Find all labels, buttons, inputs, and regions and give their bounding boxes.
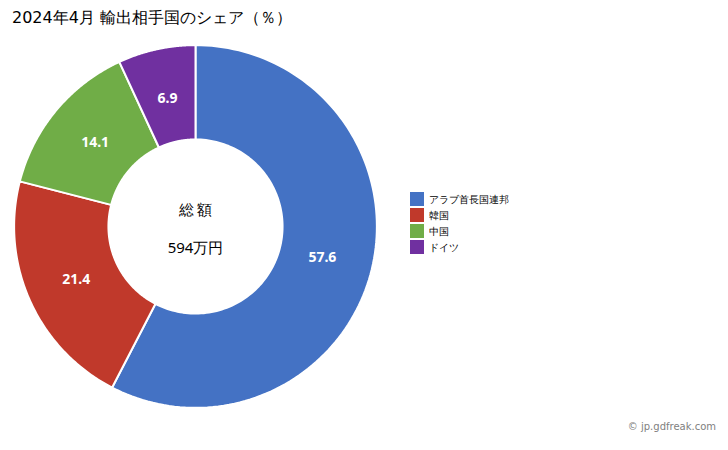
html-text:© jp.gdfreak.com: © jp.gdfreak.com xyxy=(627,421,716,432)
svg-text:14.1: 14.1 xyxy=(81,132,109,151)
svg-text:57.6: 57.6 xyxy=(308,247,336,266)
html-text:アラブ首長国連邦: アラブ首長国連邦 xyxy=(429,191,509,206)
svg-text:594万円: 594万円 xyxy=(168,237,224,257)
html-text:2024年4月 輸出相手国のシェア（％）: 2024年4月 輸出相手国のシェア（％） xyxy=(12,8,292,27)
html-text:韓国: 韓国 xyxy=(429,207,449,222)
svg-text:6.9: 6.9 xyxy=(157,88,177,107)
html-text:ドイツ: ドイツ xyxy=(429,239,459,254)
html-text:中国: 中国 xyxy=(429,223,449,238)
svg-text:21.4: 21.4 xyxy=(62,269,90,288)
svg-text:総 額: 総 額 xyxy=(178,199,213,219)
